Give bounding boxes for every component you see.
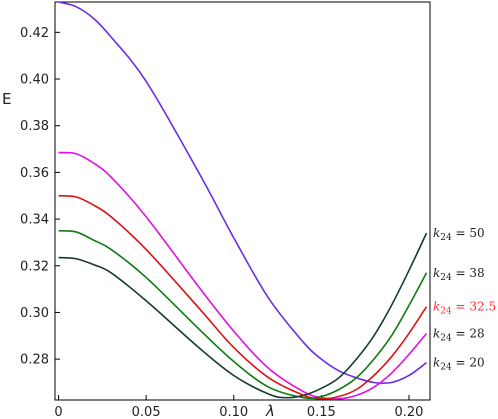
series-label-base: k (433, 226, 440, 240)
series-label-base: k (433, 356, 440, 370)
series-label-base: k (433, 300, 440, 314)
svg-text:k24 = 20: k24 = 20 (433, 356, 485, 373)
x-tick-label: 0.10 (219, 405, 248, 419)
series-line (58, 1, 427, 385)
y-tick-label: 0.32 (20, 259, 49, 274)
series-label-rhs: = 38 (452, 266, 485, 280)
series-label-base: k (433, 266, 440, 280)
series-layer (58, 1, 428, 400)
series-label-sub: 24 (440, 307, 452, 317)
series-line (58, 194, 428, 400)
series-label: k24 = 38 (433, 266, 485, 283)
series-label-sub: 24 (440, 273, 452, 283)
series-label-rhs: = 28 (452, 326, 485, 340)
svg-text:k24 = 38: k24 = 38 (433, 266, 485, 283)
x-tick-label: 0 (54, 405, 62, 419)
series-label: k24 = 32.5 (433, 300, 496, 317)
series-label-rhs: = 50 (452, 226, 485, 240)
series-line (58, 151, 428, 400)
x-tick-label: 0.15 (307, 405, 336, 419)
y-tick-label: 0.38 (20, 119, 49, 134)
series-label-sub: 24 (440, 363, 452, 373)
y-tick-label: 0.40 (20, 73, 49, 88)
x-tick-label: 0.05 (132, 405, 161, 419)
y-tick-label: 0.36 (20, 166, 49, 181)
x-axis-label: λ (265, 402, 275, 419)
y-axis: 0.28 0.30 0.32 0.34 0.36 0.38 0.40 0.42 (20, 26, 60, 368)
series-label-sub: 24 (440, 233, 452, 243)
y-tick-label: 0.28 (20, 353, 49, 368)
series-line (58, 232, 428, 399)
y-tick-label: 0.30 (20, 306, 49, 321)
series-line (58, 229, 428, 400)
svg-text:k24 = 50: k24 = 50 (433, 226, 485, 243)
y-tick-label: 0.42 (20, 26, 49, 41)
x-axis: 0 0.05 0.10 0.15 0.20 (54, 395, 423, 419)
svg-text:k24 = 28: k24 = 28 (433, 326, 485, 343)
plot-frame (54, 1, 431, 401)
series-label: k24 = 50 (433, 226, 485, 243)
series-label: k24 = 20 (433, 356, 485, 373)
series-label-rhs: = 32.5 (452, 300, 496, 314)
series-label-sub: 24 (440, 333, 452, 343)
series-label-rhs: = 20 (452, 356, 485, 370)
series-label: k24 = 28 (433, 326, 485, 343)
x-tick-label: 0.20 (394, 405, 423, 419)
y-tick-label: 0.34 (20, 213, 49, 228)
series-label-base: k (433, 326, 440, 340)
y-axis-label: E (2, 90, 11, 108)
svg-text:k24 = 32.5: k24 = 32.5 (433, 300, 496, 317)
